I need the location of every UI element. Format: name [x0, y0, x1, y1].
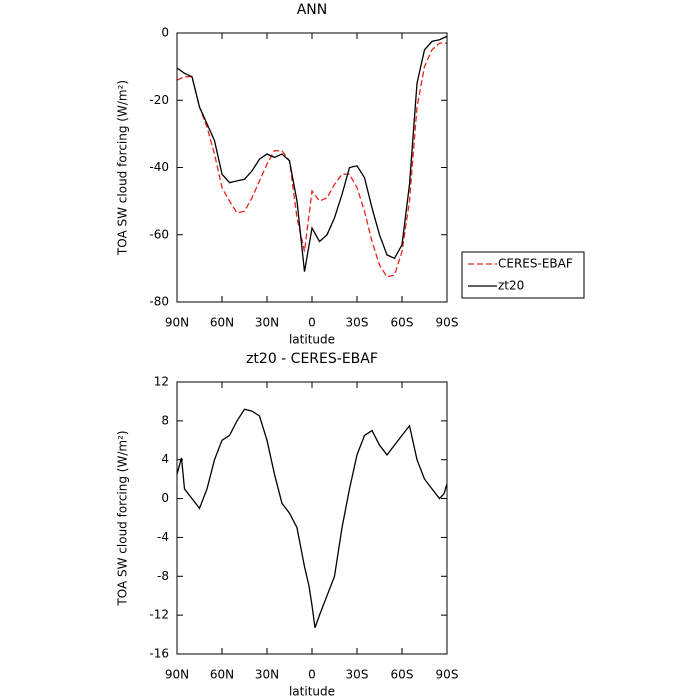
x-axis-label: latitude	[289, 685, 335, 699]
y-tick-label: -60	[149, 227, 169, 241]
x-tick-label: 0	[308, 668, 316, 682]
x-tick-label: 90N	[165, 316, 189, 330]
y-tick-label: 8	[161, 413, 169, 427]
y-axis-label: TOA SW cloud forcing (W/m²)	[116, 430, 130, 606]
x-tick-label: 60N	[210, 316, 234, 330]
x-tick-label: 90S	[436, 316, 459, 330]
y-tick-label: 4	[161, 452, 169, 466]
x-tick-label: 30S	[346, 316, 369, 330]
y-tick-label: 0	[161, 491, 169, 505]
y-tick-label: -20	[149, 93, 169, 107]
x-tick-label: 90N	[165, 668, 189, 682]
plot-frame	[176, 381, 448, 655]
data-line	[176, 408, 448, 629]
y-tick-label: 12	[154, 375, 169, 389]
y-tick-label: 0	[161, 26, 169, 40]
y-tick-label: -4	[157, 530, 169, 544]
y-tick-label: -40	[149, 160, 169, 174]
data-line	[176, 42, 447, 278]
y-tick-label: -16	[149, 647, 169, 661]
legend: CERES-EBAF zt20	[461, 251, 585, 299]
x-tick-label: 30S	[346, 668, 369, 682]
chart-title: ANN	[297, 2, 328, 18]
x-tick-label: 60S	[391, 316, 414, 330]
x-tick-label: 60N	[210, 668, 234, 682]
y-tick-label: -80	[149, 295, 169, 309]
y-tick-label: -8	[157, 569, 169, 583]
x-tick-label: 30N	[255, 316, 279, 330]
data-line	[176, 35, 448, 272]
y-tick-label: -12	[149, 608, 169, 622]
plot-frame	[176, 32, 448, 303]
x-tick-label: 60S	[391, 668, 414, 682]
x-tick-label: 30N	[255, 668, 279, 682]
chart-title: zt20 - CERES-EBAF	[246, 351, 378, 367]
x-tick-label: 90S	[436, 668, 459, 682]
y-axis-label: TOA SW cloud forcing (W/m²)	[116, 80, 130, 256]
x-axis-label: latitude	[289, 333, 335, 347]
x-tick-label: 0	[308, 316, 316, 330]
legend-label: CERES-EBAF	[498, 257, 573, 271]
legend-label: zt20	[498, 279, 524, 293]
legend-box	[461, 251, 585, 299]
